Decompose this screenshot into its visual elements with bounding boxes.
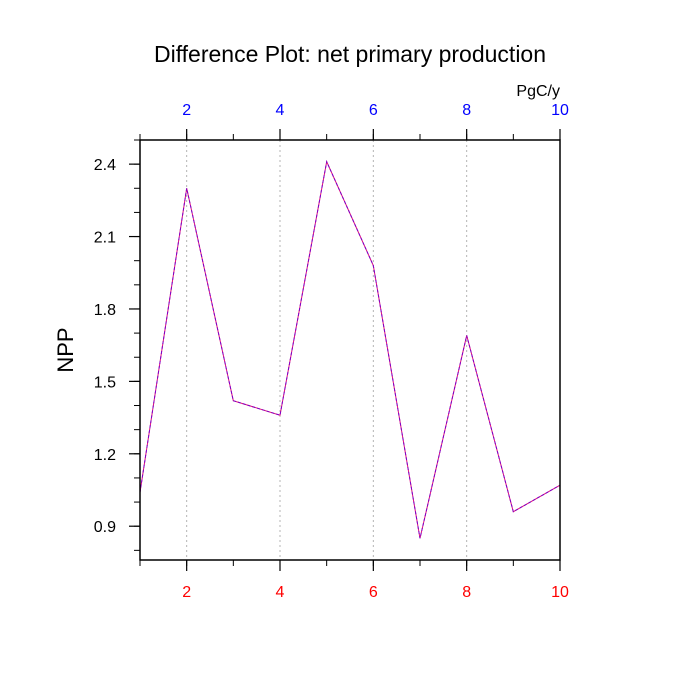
x-tick-label-top: 4 <box>276 102 285 119</box>
x-tick-label-top: 8 <box>462 102 471 119</box>
y-tick-label: 0.9 <box>94 519 116 536</box>
tick-labels: 2 2 4 4 6 6 8 8 10 10 0.9 1.2 1.5 1.8 2.1 2.4 <box>94 102 569 601</box>
series-line-underlay <box>139 160 561 539</box>
series-line <box>139 160 561 539</box>
y-tick-label: 1.8 <box>94 302 116 319</box>
x-tick-label-bottom: 2 <box>182 584 191 601</box>
gridlines <box>186 140 468 560</box>
units-label: PgC/y <box>516 83 560 100</box>
x-tick-label-bottom: 8 <box>462 584 471 601</box>
x-tick-label-top: 10 <box>551 102 569 119</box>
plot-frame <box>139 139 561 561</box>
x-tick-label-bottom: 4 <box>276 584 285 601</box>
series-group <box>139 160 561 539</box>
axis-ticks <box>129 129 561 571</box>
x-tick-label-top: 6 <box>369 102 378 119</box>
y-tick-label: 2.1 <box>94 230 116 247</box>
y-axis-label: NPP <box>53 327 78 372</box>
y-tick-label: 1.5 <box>94 374 116 391</box>
y-tick-label: 1.2 <box>94 447 116 464</box>
y-tick-label: 2.4 <box>94 157 116 174</box>
x-tick-label-bottom: 10 <box>551 584 569 601</box>
x-tick-label-bottom: 6 <box>369 584 378 601</box>
x-tick-label-top: 2 <box>182 102 191 119</box>
chart-title: Difference Plot: net primary production <box>154 41 546 67</box>
